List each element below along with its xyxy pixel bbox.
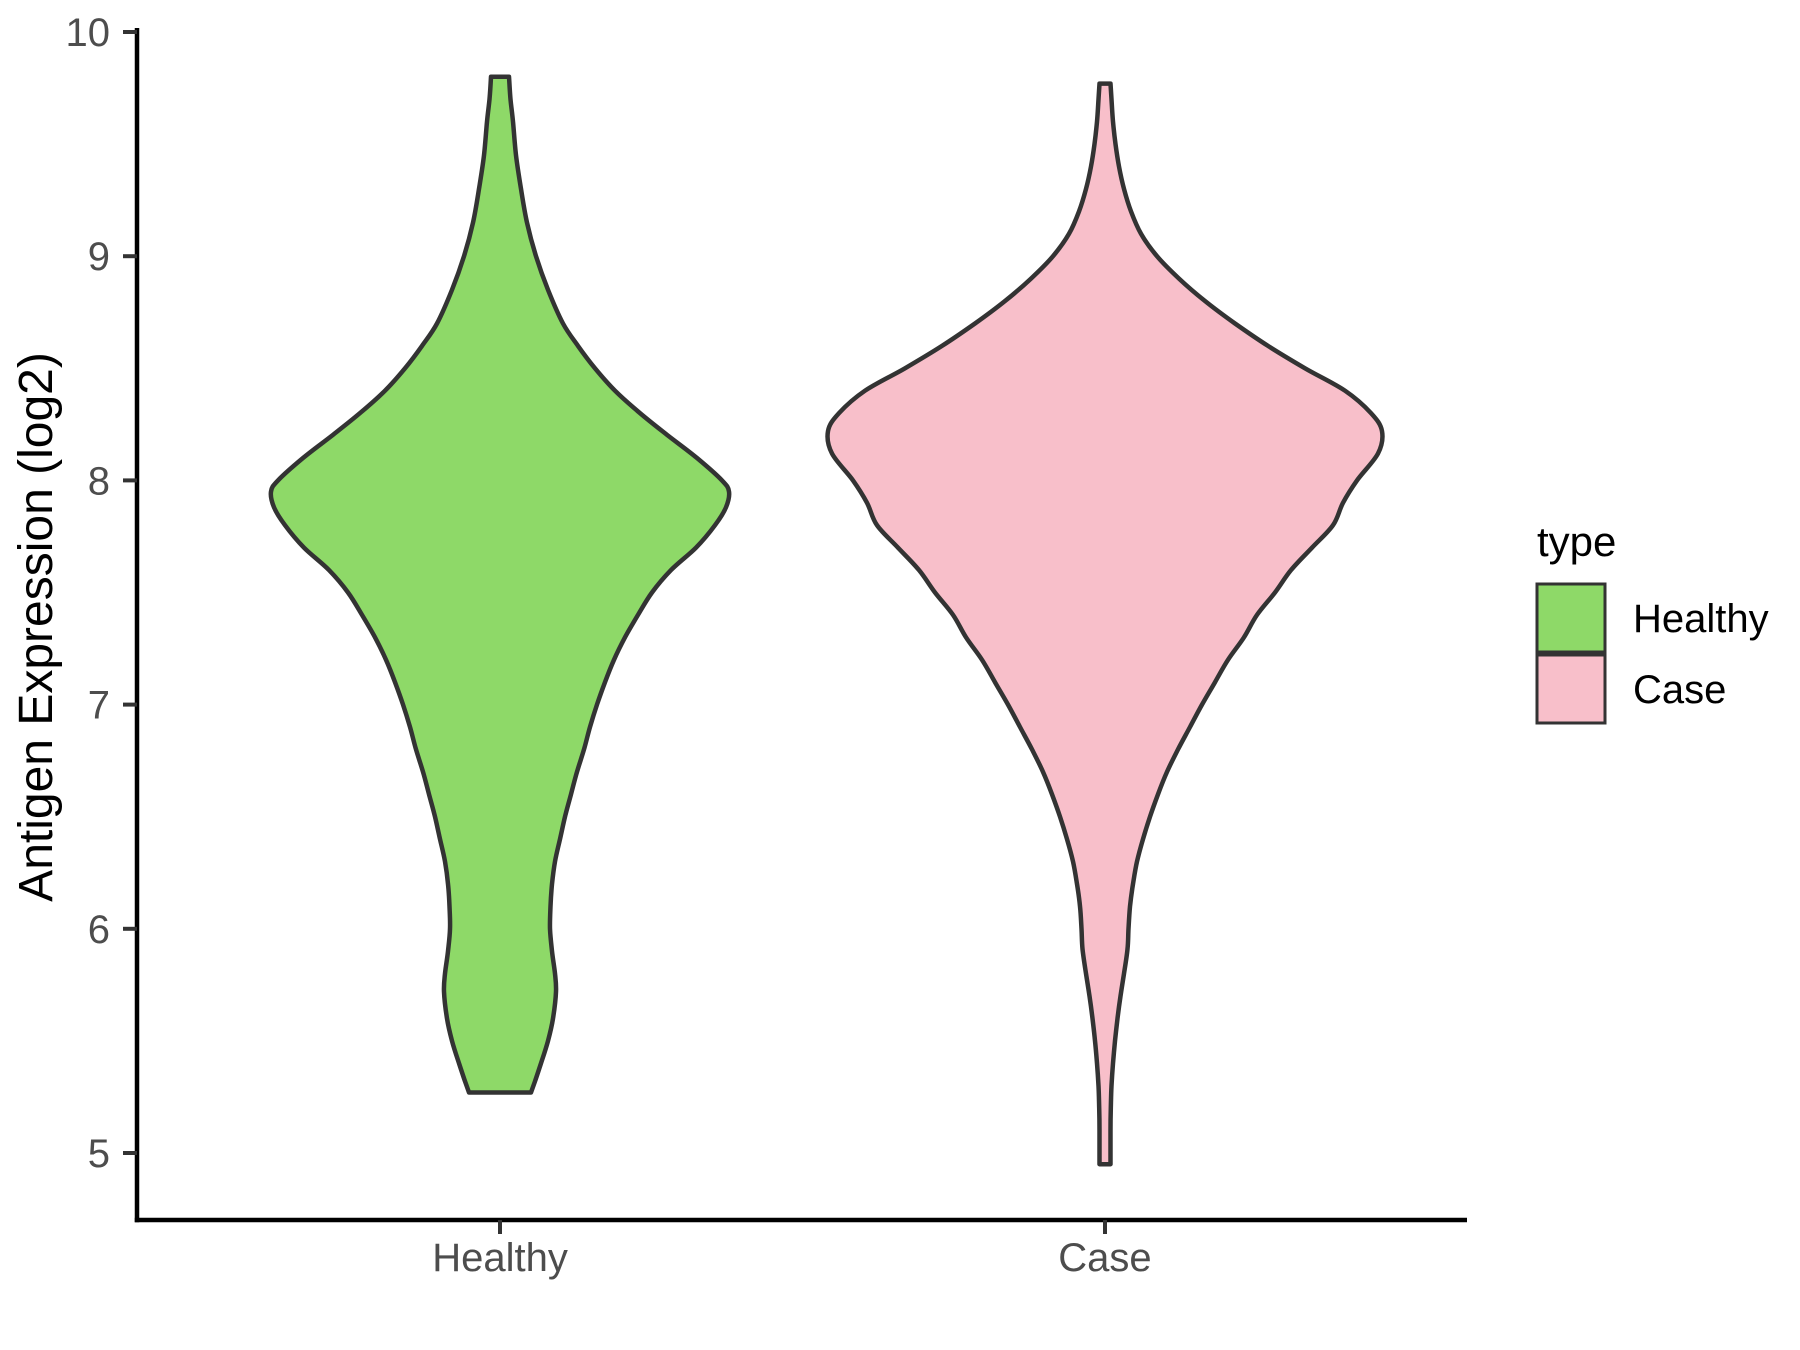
y-tick-label-10: 10 (66, 11, 111, 55)
y-tick-label-8: 8 (88, 459, 110, 503)
y-tick-label-6: 6 (88, 908, 110, 952)
legend-label-healthy: Healthy (1633, 597, 1769, 641)
case-violin (825, 81, 1385, 1167)
x-category-label-healthy: Healthy (432, 1236, 568, 1280)
legend-label-case: Case (1633, 668, 1726, 712)
legend-key-case (1535, 653, 1607, 725)
y-tick-label-7: 7 (88, 684, 110, 728)
y-tick-label-5: 5 (88, 1132, 110, 1176)
y-axis-title: Antigen Expression (log2) (10, 352, 63, 902)
healthy-violin (268, 74, 732, 1095)
legend-key-healthy (1535, 582, 1607, 654)
legend-title: type (1537, 518, 1616, 565)
y-tick-label-9: 9 (88, 235, 110, 279)
x-category-label-case: Case (1058, 1236, 1151, 1280)
